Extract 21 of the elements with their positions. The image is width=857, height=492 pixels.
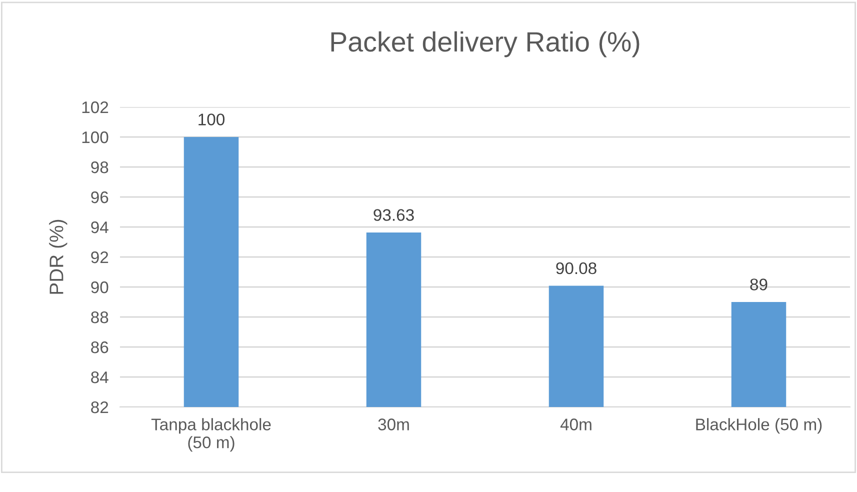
data-label: 89	[750, 278, 768, 290]
y-tick-label: 98	[91, 161, 108, 174]
x-tick-label: BlackHole (50 m)	[696, 418, 822, 434]
y-tick-label: 92	[91, 251, 108, 264]
y-tick-label: 88	[91, 311, 108, 324]
y-tick-label: 94	[91, 221, 108, 234]
y-axis-title: PDR (%)	[49, 220, 68, 294]
x-tick-label: 40m	[560, 418, 592, 430]
data-label: 100	[198, 114, 225, 126]
y-tick-label: 102	[82, 101, 108, 114]
data-label: 93.63	[374, 209, 414, 221]
data-label: 90.08	[556, 262, 596, 274]
y-tick-label: 84	[91, 371, 108, 384]
x-tick-label: Tanpa blackhole (50 m)	[151, 418, 271, 452]
x-tick-label: 30m	[378, 418, 409, 430]
chart-title: Packet delivery Ratio (%)	[331, 31, 640, 58]
y-tick-label: 100	[82, 131, 108, 144]
y-tick-label: 96	[91, 191, 108, 204]
y-tick-label: 86	[91, 341, 108, 354]
y-tick-label: 82	[91, 401, 108, 414]
y-tick-label: 90	[91, 281, 108, 294]
